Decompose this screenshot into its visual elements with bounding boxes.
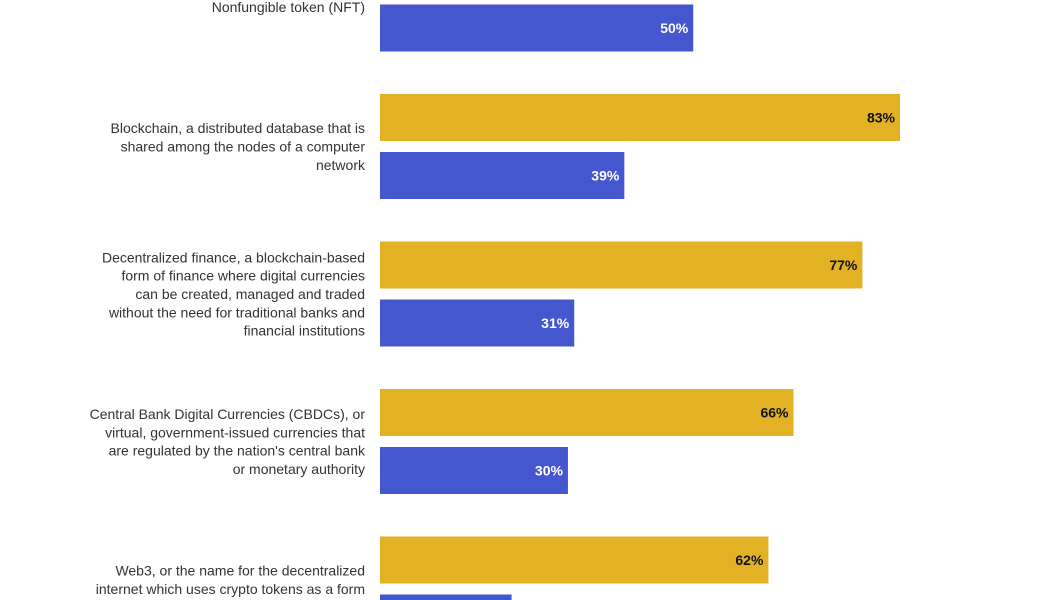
category-label: or monetary authority: [233, 461, 365, 477]
bar-series-2: [380, 447, 568, 494]
category-label: are regulated by the nation's central ba…: [109, 443, 366, 459]
bar-series-2: [380, 594, 512, 600]
category-label: shared among the nodes of a computer: [121, 139, 366, 155]
bar-series-1: [380, 389, 794, 436]
data-label: 66%: [760, 405, 789, 421]
category-label: without the need for traditional banks a…: [108, 304, 365, 320]
bar-series-2: [380, 4, 694, 52]
data-label: 31%: [541, 315, 570, 331]
category-label: Blockchain, a distributed database that …: [111, 120, 366, 136]
category-label: Central Bank Digital Currencies (CBDCs),…: [90, 406, 366, 422]
category-label: Nonfungible token (NFT): [212, 0, 365, 15]
category-label: network: [316, 157, 366, 173]
category-label: internet which uses crypto tokens as a f…: [96, 581, 365, 597]
category-label: Decentralized finance, a blockchain-base…: [102, 249, 365, 265]
category-label: financial institutions: [244, 323, 365, 339]
category-label: Web3, or the name for the decentralized: [115, 563, 365, 579]
bar-series-2: [380, 152, 625, 199]
data-label: 77%: [829, 257, 858, 273]
category-label: virtual, government-issued currencies th…: [105, 424, 365, 440]
data-label: 50%: [660, 20, 689, 36]
category-label: form of finance where digital currencies: [121, 268, 365, 284]
data-label: 30%: [535, 463, 564, 479]
bar-series-1: [380, 536, 769, 584]
data-label: 83%: [867, 110, 896, 126]
data-label: 62%: [735, 552, 764, 568]
bar-series-2: [380, 299, 575, 347]
category-label: can be created, managed and traded: [135, 286, 365, 302]
bar-series-1: [380, 241, 863, 289]
bar-series-1: [380, 94, 900, 141]
data-label: 39%: [591, 168, 620, 184]
